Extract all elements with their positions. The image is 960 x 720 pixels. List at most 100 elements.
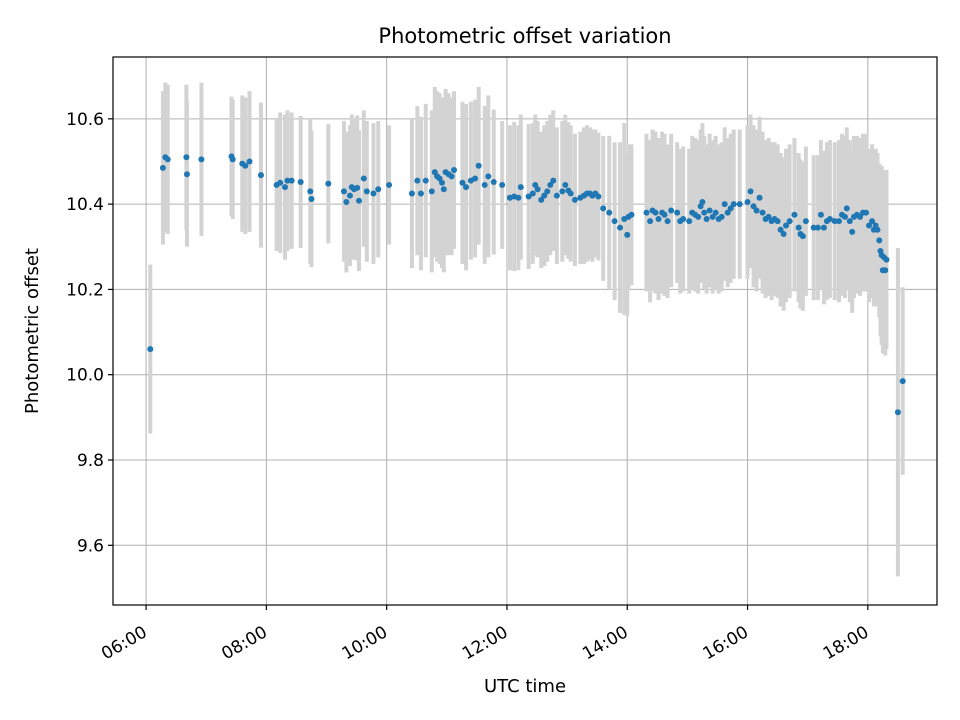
data-point <box>664 218 671 225</box>
data-point <box>229 156 236 163</box>
data-point <box>438 179 445 186</box>
data-point <box>246 158 253 165</box>
data-point <box>647 218 654 225</box>
data-point <box>894 409 901 416</box>
data-point <box>448 173 455 180</box>
data-point <box>846 218 853 225</box>
data-point <box>727 205 734 212</box>
data-point <box>843 205 850 212</box>
data-point <box>562 181 569 188</box>
data-point <box>709 213 716 220</box>
data-point <box>183 154 190 161</box>
data-point <box>628 211 635 218</box>
data-point <box>595 193 602 200</box>
chart-title: Photometric offset variation <box>378 24 671 48</box>
data-point <box>680 216 687 223</box>
data-point <box>547 181 554 188</box>
data-point <box>354 184 361 191</box>
data-point <box>485 173 492 180</box>
data-point <box>325 180 332 187</box>
data-point <box>866 222 873 229</box>
data-point <box>417 190 424 197</box>
data-point <box>550 177 557 184</box>
data-point <box>463 184 470 191</box>
data-point <box>559 188 566 195</box>
y-tick-label: 10.0 <box>66 366 104 386</box>
data-point <box>849 228 856 235</box>
data-point <box>699 198 706 205</box>
data-point <box>744 198 751 205</box>
data-point <box>490 178 497 185</box>
data-point <box>674 209 681 216</box>
data-point <box>198 156 205 163</box>
data-point <box>363 188 370 195</box>
data-point <box>257 172 264 179</box>
data-point <box>340 188 347 195</box>
data-point <box>703 216 710 223</box>
data-point <box>440 186 447 193</box>
data-point <box>643 209 650 216</box>
data-point <box>826 216 833 223</box>
data-point <box>882 267 889 274</box>
data-point <box>611 218 618 225</box>
data-point <box>308 196 315 203</box>
data-point <box>783 222 790 229</box>
data-point <box>451 167 458 174</box>
data-point <box>428 188 435 195</box>
data-point <box>517 184 524 191</box>
data-point <box>567 190 574 197</box>
data-point <box>835 218 842 225</box>
y-tick-label: 9.8 <box>77 451 104 471</box>
data-point <box>786 218 793 225</box>
data-point <box>777 226 784 233</box>
data-point <box>876 237 883 244</box>
data-point <box>475 162 482 169</box>
data-point <box>810 224 817 231</box>
data-point <box>730 201 737 208</box>
data-point <box>780 230 787 237</box>
data-point <box>765 213 772 220</box>
x-axis-label: UTC time <box>484 676 566 697</box>
data-point <box>831 218 838 225</box>
data-point <box>820 224 827 231</box>
data-point <box>346 192 353 199</box>
data-point <box>795 224 802 231</box>
data-point <box>701 209 708 216</box>
data-point <box>525 193 532 200</box>
data-point <box>515 194 522 201</box>
data-point <box>164 156 171 163</box>
data-point <box>538 196 545 203</box>
data-point <box>863 209 870 216</box>
data-point <box>874 226 881 233</box>
y-tick-label: 10.4 <box>66 195 104 215</box>
data-point <box>277 179 284 186</box>
data-point <box>750 203 757 210</box>
data-point <box>802 218 809 225</box>
y-tick-label: 10.2 <box>66 280 104 300</box>
data-point <box>370 190 377 197</box>
data-point <box>899 378 906 385</box>
data-point <box>529 190 536 197</box>
data-point <box>756 194 763 201</box>
data-point <box>386 181 393 188</box>
data-point <box>481 181 488 188</box>
y-tick-label: 9.6 <box>77 536 104 556</box>
data-point <box>282 184 289 191</box>
y-axis-label: Photometric offset <box>22 248 43 414</box>
y-tick-label: 10.6 <box>66 110 104 130</box>
data-point <box>284 177 291 184</box>
data-point <box>655 216 662 223</box>
data-point <box>147 346 154 353</box>
data-point <box>422 177 429 184</box>
data-point <box>753 207 760 214</box>
data-point <box>624 231 631 238</box>
data-point <box>883 256 890 263</box>
data-point <box>360 175 367 182</box>
data-point <box>706 207 713 214</box>
data-point <box>668 207 675 214</box>
data-point <box>712 209 719 216</box>
data-point <box>791 211 798 218</box>
data-point <box>736 201 743 208</box>
data-point <box>472 175 479 182</box>
